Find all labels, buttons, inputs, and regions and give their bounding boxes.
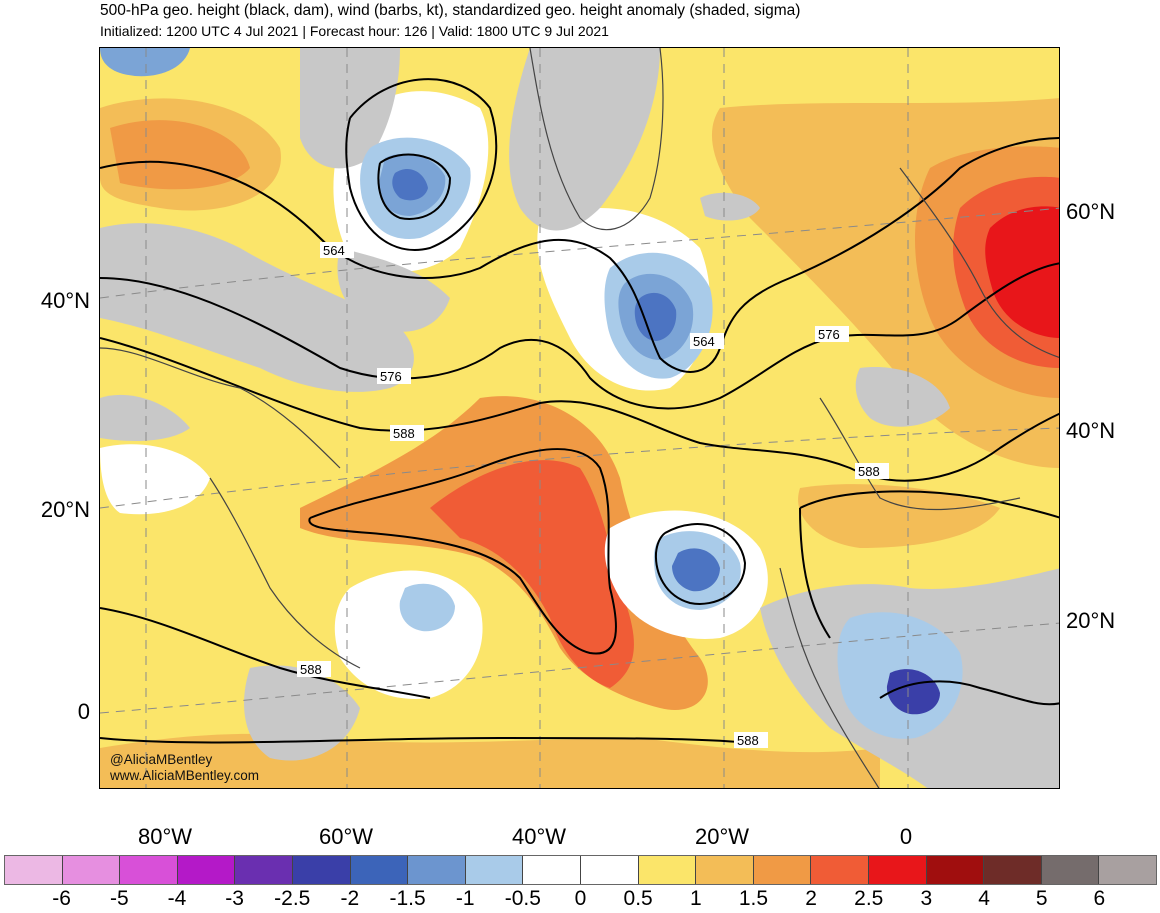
lat-label-40n-right: 40°N	[1066, 418, 1116, 443]
contour-label: 564	[323, 243, 345, 258]
colorbar-label: -0.5	[504, 887, 541, 910]
low-caribbean	[399, 583, 455, 632]
anomaly-africa-north	[798, 484, 1000, 548]
colorbar-label: 4	[978, 887, 990, 910]
colorbar-swatch	[638, 856, 697, 884]
land-south-america	[244, 665, 360, 761]
contour-label: 588	[737, 733, 759, 748]
colorbar-swatch	[120, 856, 178, 884]
colorbar-swatch	[1041, 856, 1100, 884]
land-southeast-us	[100, 394, 190, 441]
contour-arctic	[345, 78, 498, 251]
contour-west-africa	[879, 680, 1059, 706]
chart-title: 500-hPa geo. height (black, dam), wind (…	[100, 2, 801, 19]
contour-588-south	[100, 607, 751, 744]
contour-label: 588	[300, 662, 322, 677]
map-canvas: 564 576 588 564 576 588 588 588	[100, 48, 1059, 788]
colorbar-label: 0.5	[623, 887, 653, 910]
colorbar-label: 5	[1035, 887, 1048, 910]
colorbar-swatch	[523, 856, 581, 884]
colorbar-label: 1	[689, 887, 702, 910]
colorbar	[4, 855, 1157, 885]
colorbar-swatch	[235, 856, 293, 884]
lat-label-40n-left: 40°N	[40, 288, 90, 313]
contour-576	[100, 262, 1059, 410]
trough-hudson-core	[392, 168, 428, 201]
contour-hudson-inner	[377, 153, 452, 220]
colorbar-swatch	[408, 856, 466, 884]
colorbar-swatch	[177, 856, 236, 884]
graticule	[100, 48, 1059, 788]
low-west-africa-core	[886, 669, 940, 715]
lon-label-20w: 20°W	[694, 824, 750, 849]
land-labrador	[337, 248, 450, 332]
negative-anomaly-shading	[100, 48, 963, 739]
colorbar-swatch	[984, 856, 1042, 884]
contour-label: 588	[393, 426, 415, 441]
land-north-america	[100, 223, 414, 392]
credit-site: www.AliciaMBentley.com	[110, 768, 260, 783]
colorbar-swatch	[62, 856, 121, 884]
chart-subtitle: Initialized: 1200 UTC 4 Jul 2021 | Forec…	[100, 23, 609, 39]
colorbar-swatch	[811, 856, 869, 884]
colorbar-label: 1.5	[738, 887, 769, 910]
colorbar-swatch	[926, 856, 985, 884]
colorbar-swatch	[580, 856, 639, 884]
lon-label-0: 0	[899, 824, 913, 849]
lon-label-80w: 80°W	[137, 824, 193, 849]
lat-label-20n-left: 20°N	[40, 497, 90, 522]
coastlines	[100, 48, 1059, 788]
colorbar-label: -1.5	[389, 887, 426, 910]
colorbar-label: -1	[455, 887, 475, 910]
colorbar-label: -6	[52, 887, 71, 910]
contour-label: 576	[818, 327, 840, 342]
neutral-gulf	[100, 444, 210, 515]
colorbar-label: 2	[805, 887, 817, 910]
lat-label-60n-right: 60°N	[1066, 199, 1116, 224]
land-canadian-arctic	[300, 48, 400, 169]
colorbar-swatch	[5, 856, 63, 884]
low-east-atlantic-core	[672, 548, 720, 592]
colorbar-label: -3	[225, 887, 244, 910]
contour-label: 564	[693, 334, 715, 349]
lat-label-0-left: 0	[77, 699, 90, 724]
colorbar-label: -4	[167, 887, 187, 910]
colorbar-label: -5	[109, 887, 129, 910]
contour-588-atlantic	[308, 448, 617, 655]
colorbar-swatch	[868, 856, 927, 884]
contour-labels: 564 576 588 564 576 588 588 588	[297, 242, 889, 748]
land-greenland	[509, 48, 660, 231]
contour-label: 588	[858, 464, 880, 479]
contour-africa-ridge	[799, 490, 1059, 639]
colorbar-swatch	[292, 856, 351, 884]
colorbar-swatch	[1099, 856, 1156, 884]
weather-map: 564 576 588 564 576 588 588 588	[99, 47, 1060, 789]
anomaly-atlantic-core	[430, 460, 634, 688]
colorbar-label: -2	[340, 887, 360, 910]
lon-label-40w: 40°W	[511, 824, 567, 849]
lat-label-20n-right: 20°N	[1066, 608, 1116, 633]
colorbar-swatch	[753, 856, 812, 884]
contour-588	[100, 337, 1059, 482]
colorbar-label: -2.5	[274, 887, 311, 910]
colorbar-label: 6	[1093, 887, 1106, 910]
land-iceland	[700, 192, 760, 221]
colorbar-label: 2.5	[854, 887, 884, 910]
colorbar-label: 0	[574, 887, 587, 910]
low-pacific-corner	[100, 48, 190, 77]
contour-label: 576	[380, 369, 402, 384]
trough-mid-atlantic-core	[634, 292, 677, 341]
positive-anomaly-shading	[100, 98, 1059, 788]
anomaly-scandinavia-max	[985, 206, 1059, 338]
colorbar-label: 3	[920, 887, 933, 910]
lon-label-60w: 60°W	[318, 824, 374, 849]
colorbar-swatch	[696, 856, 754, 884]
colorbar-swatch	[465, 856, 524, 884]
contour-east-atlantic-low	[654, 523, 747, 605]
colorbar-swatch	[350, 856, 409, 884]
land-mediterranean	[855, 367, 950, 427]
credit-handle: @AliciaMBentley	[110, 752, 213, 767]
